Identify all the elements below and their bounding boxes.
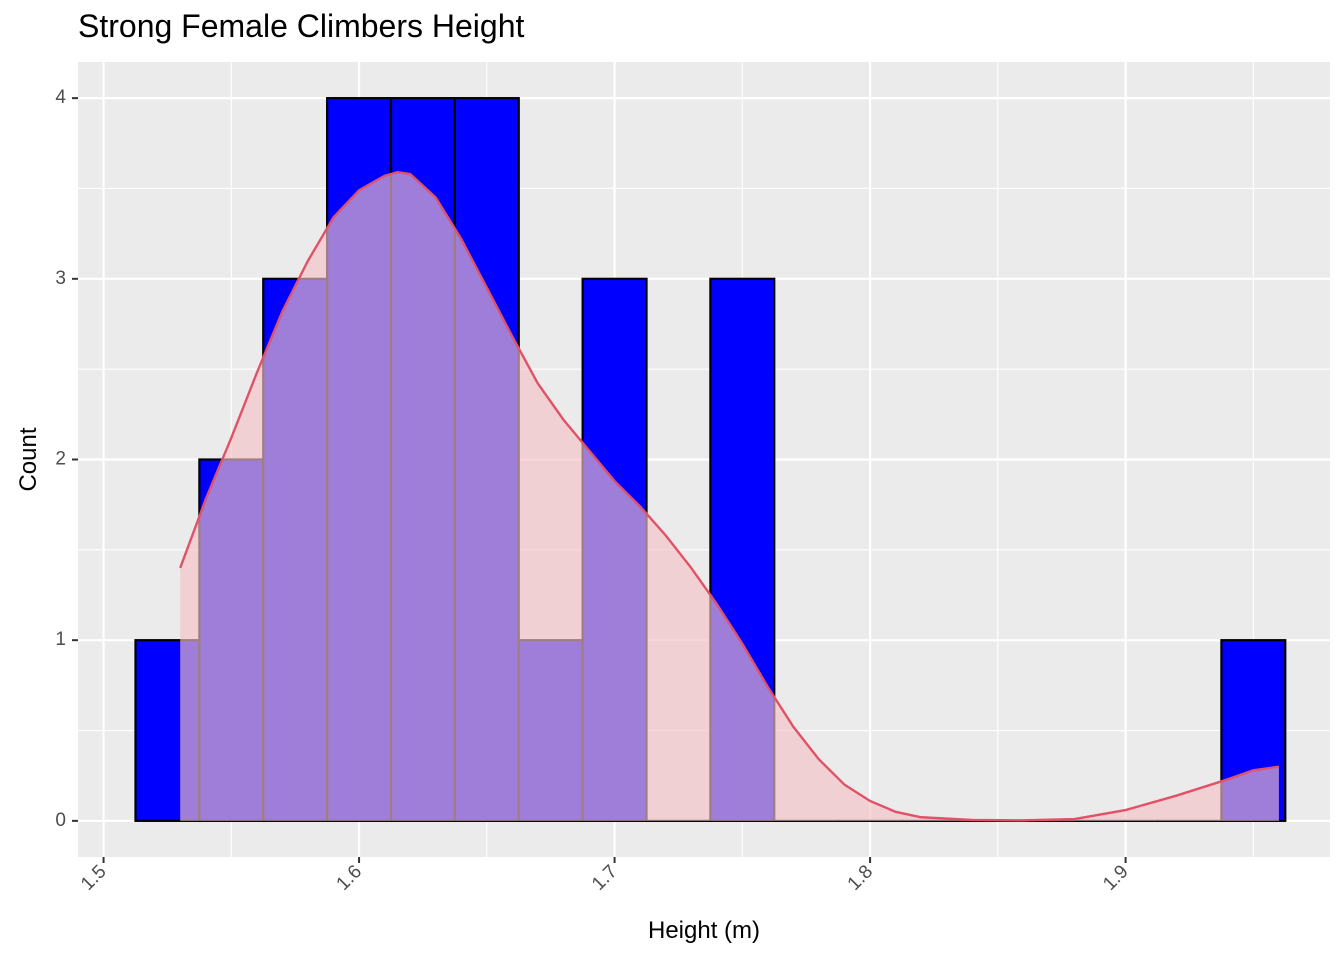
y-tick-label: 3 <box>55 268 66 289</box>
chart-title: Strong Female Climbers Height <box>78 8 525 44</box>
density-area <box>180 172 1279 821</box>
y-axis-title: Count <box>15 427 42 491</box>
y-tick-label: 4 <box>55 87 66 108</box>
x-tick-label: 1.5 <box>77 861 111 895</box>
y-tick-label: 1 <box>55 629 66 650</box>
density-curve <box>179 170 1280 822</box>
density-line <box>179 170 1280 822</box>
x-tick-label: 1.8 <box>844 861 878 895</box>
x-tick-label: 1.7 <box>588 861 622 895</box>
x-tick-label: 1.6 <box>333 861 367 895</box>
x-axis-title: Height (m) <box>648 917 760 944</box>
x-tick-label: 1.9 <box>1099 861 1133 895</box>
y-tick-label: 2 <box>55 449 66 470</box>
y-tick-label: 0 <box>55 810 66 831</box>
